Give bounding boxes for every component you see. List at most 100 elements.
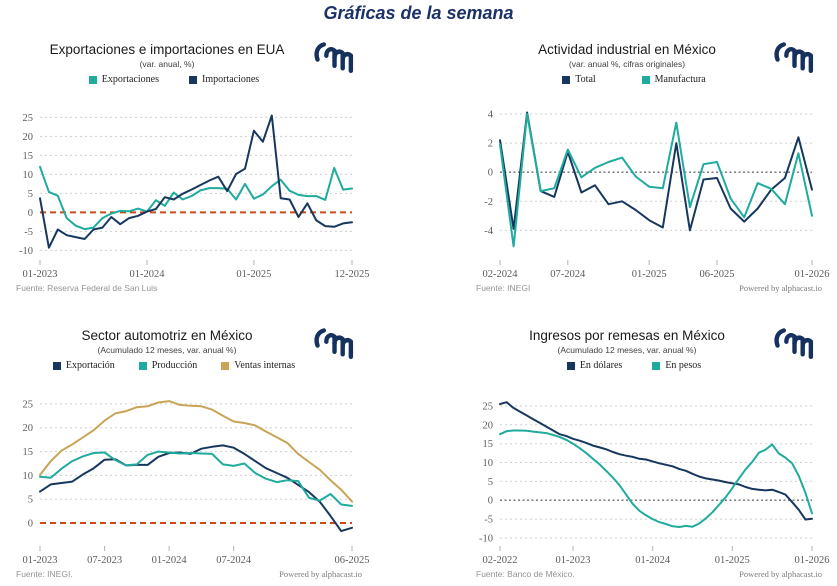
x-tick-label: 01-2026 (795, 555, 830, 566)
y-tick-label: -2 (484, 197, 493, 208)
y-tick-label: 0 (28, 208, 33, 219)
x-tick-label: 06-2025 (700, 269, 735, 280)
x-tick-label: 02-2024 (483, 269, 519, 280)
legend-item: En pesos (652, 360, 701, 371)
series-line-Importaciones (39, 114, 353, 249)
x-tick-label: 01-2023 (23, 555, 58, 566)
series-line-Ventas internas (39, 400, 353, 503)
x-tick-label: 06-2025 (335, 555, 370, 566)
chart-subtitle: (Acumulado 12 meses, var. anual %) (97, 345, 237, 355)
series-line-Producción (39, 450, 353, 507)
legend-item: Exportaciones (88, 74, 159, 85)
y-tick-label: 20 (23, 423, 34, 434)
alphacast-logo-icon (310, 40, 354, 74)
line-plot: 4 2 0 -2 -4 02-2024 07-2024 01-2025 06-2025 01-20… (483, 110, 830, 281)
y-tick-label: 5 (28, 495, 33, 506)
x-tick-label: 01-2023 (556, 555, 591, 566)
y-tick-label: 0 (28, 519, 33, 530)
alphacast-logo-icon (310, 326, 354, 360)
line-plot: 25 20 15 10 5 0 01-2023 07-2023 01-2024 07-2024 06… (23, 399, 370, 566)
legend-swatch-icon (88, 75, 97, 84)
legend-item: Total (562, 74, 596, 85)
legend-swatch-icon (52, 361, 61, 370)
legend: En dólares En pesos (468, 360, 830, 371)
x-tick-label: 01-2024 (152, 555, 188, 566)
legend: Exportación Producción Ventas internas (8, 360, 370, 371)
legend-item: Producción (138, 360, 197, 371)
series-line-En pesos (499, 429, 813, 528)
legend: Exportaciones Importaciones (8, 74, 370, 85)
legend-swatch-icon (652, 361, 661, 370)
powered-by-label: Powered by alphacast.io (739, 283, 822, 293)
x-tick-label: 07-2023 (87, 555, 122, 566)
x-tick-label: 12-2025 (335, 269, 370, 280)
y-tick-label: -10 (479, 534, 493, 545)
chart-footer: Fuente: INEGI. Powered by alphacast.io (16, 569, 362, 579)
source-label: Fuente: INEGI (476, 283, 531, 293)
legend: Total Manufactura (468, 74, 830, 85)
y-tick-label: 15 (483, 439, 494, 450)
source-label: Fuente: Banco de México. (476, 569, 575, 579)
chart-card-sector-automotriz: Sector automotriz en México (Acumulado 1… (8, 322, 370, 584)
y-tick-label: 5 (28, 189, 33, 200)
legend-swatch-icon (641, 75, 650, 84)
y-tick-label: 2 (488, 139, 493, 150)
source-label: Fuente: INEGI. (16, 569, 73, 579)
chart-footer: Fuente: INEGI Powered by alphacast.io (476, 283, 822, 293)
chart-footer: Fuente: Banco de México. Powered by alph… (476, 569, 822, 579)
x-tick-label: 01-2026 (795, 269, 830, 280)
x-tick-label: 07-2024 (550, 269, 586, 280)
y-tick-label: 20 (23, 132, 34, 143)
y-tick-label: 20 (483, 420, 494, 431)
legend-swatch-icon (138, 361, 147, 370)
series-line-En dólares (499, 401, 813, 521)
x-tick-label: 01-2023 (23, 269, 58, 280)
series-line-Exportación (39, 444, 353, 533)
line-plot: 25 20 15 10 5 0 -5 -10 01-2023 01-2024 01-2025 12-2… (19, 113, 370, 280)
y-tick-label: -5 (484, 515, 493, 526)
chart-subtitle: (Acumulado 12 meses, var. anual %) (557, 345, 697, 355)
series-line-Total (499, 111, 813, 232)
legend-item: Ventas internas (221, 360, 295, 371)
y-tick-label: 10 (483, 458, 494, 469)
chart-title: Actividad industrial en México (538, 42, 716, 57)
legend-item: En dólares (566, 360, 622, 371)
y-tick-label: 0 (488, 496, 493, 507)
y-tick-label: 4 (488, 110, 494, 121)
y-tick-label: 5 (488, 477, 493, 488)
chart-title: Ingresos por remesas en México (529, 328, 725, 343)
y-tick-label: 25 (23, 399, 34, 410)
chart-card-remesas: Ingresos por remesas en México (Acumulad… (468, 322, 830, 584)
x-tick-label: 01-2024 (130, 269, 166, 280)
chart-card-actividad-industrial: Actividad industrial en México (var. anu… (468, 36, 830, 298)
chart-title: Sector automotriz en México (81, 328, 253, 343)
x-tick-label: 01-2024 (635, 555, 671, 566)
x-tick-label: 01-2025 (236, 269, 271, 280)
legend-swatch-icon (562, 75, 571, 84)
chart-footer: Fuente: Reserva Federal de San Luis (16, 283, 362, 293)
page-title: Gráficas de la semana (323, 3, 514, 23)
y-tick-label: 10 (23, 170, 34, 181)
x-tick-label: 07-2024 (216, 555, 252, 566)
legend-item: Exportación (52, 360, 115, 371)
chart-subtitle: (var. anual, %) (139, 59, 195, 69)
chart-title: Exportaciones e importaciones en EUA (49, 42, 285, 57)
powered-by-label: Powered by alphacast.io (739, 569, 822, 579)
legend-swatch-icon (566, 361, 575, 370)
series-line-Exportaciones (39, 165, 353, 231)
y-tick-label: 25 (483, 402, 494, 413)
y-tick-label: 0 (488, 168, 493, 179)
powered-by-label: Powered by alphacast.io (279, 569, 362, 579)
y-tick-label: 10 (23, 471, 34, 482)
y-tick-label: 25 (23, 113, 34, 124)
chart-subtitle: (var. anual %, cifras originales) (568, 59, 686, 69)
y-tick-label: -10 (19, 246, 33, 257)
y-tick-label: 15 (23, 151, 34, 162)
alphacast-logo-icon (770, 326, 814, 360)
alphacast-logo-icon (770, 40, 814, 74)
legend-item: Importaciones (189, 74, 259, 85)
legend-swatch-icon (189, 75, 197, 84)
source-label: Fuente: Reserva Federal de San Luis (16, 283, 158, 293)
y-tick-label: -5 (24, 227, 33, 238)
legend-swatch-icon (221, 361, 230, 370)
